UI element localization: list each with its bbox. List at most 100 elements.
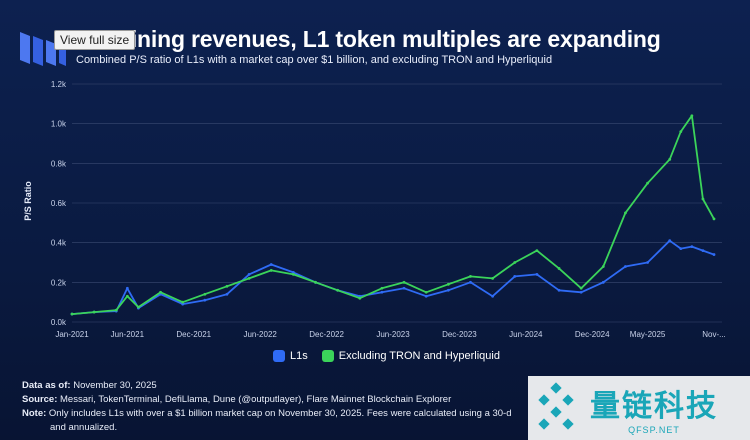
data-point-l1s bbox=[380, 290, 384, 294]
data-point-l1s bbox=[701, 249, 705, 253]
data-point-l1s bbox=[513, 274, 517, 278]
watermark: 量链科技 QFSP.NET bbox=[528, 376, 750, 440]
chart-legend: L1s Excluding TRON and Hyperliquid bbox=[273, 350, 500, 362]
data-point-excl bbox=[225, 284, 229, 288]
legend-item-excl: Excluding TRON and Hyperliquid bbox=[321, 350, 500, 362]
x-tick-label: Dec-2023 bbox=[442, 330, 477, 339]
legend-item-l1s: L1s bbox=[273, 350, 308, 362]
data-point-l1s bbox=[668, 239, 672, 243]
data-point-excl bbox=[336, 288, 340, 292]
data-point-excl bbox=[646, 181, 649, 185]
chart-title: t declining revenues, L1 token multiples… bbox=[72, 26, 661, 52]
watermark-cn: 量链科技 bbox=[590, 389, 718, 424]
data-point-excl bbox=[679, 130, 683, 134]
data-point-excl bbox=[269, 269, 273, 272]
legend-swatch-excl bbox=[321, 350, 334, 362]
data-point-excl bbox=[314, 280, 317, 284]
data-point-l1s bbox=[579, 290, 583, 294]
data-point-excl bbox=[579, 286, 583, 290]
data-point-excl bbox=[469, 274, 472, 278]
x-tick-label: Nov-... bbox=[702, 330, 726, 339]
data-point-l1s bbox=[469, 280, 472, 284]
data-point-l1s bbox=[557, 288, 561, 292]
note-line: Note: Only includes L1s with over a $1 b… bbox=[22, 407, 542, 421]
series-line-excl bbox=[71, 114, 715, 315]
data-point-l1s bbox=[601, 280, 605, 284]
data-point-excl bbox=[690, 114, 694, 118]
data-point-excl bbox=[424, 290, 428, 294]
data-point-excl bbox=[712, 217, 716, 221]
data-point-l1s bbox=[535, 273, 539, 276]
x-tick-label: Dec-2021 bbox=[176, 330, 211, 339]
source-value: Messari, TokenTerminal, DefiLlama, Dune … bbox=[57, 394, 452, 405]
y-tick-label: 0.4k bbox=[51, 239, 67, 248]
data-point-l1s bbox=[712, 253, 716, 256]
x-tick-label: May-2025 bbox=[630, 330, 666, 339]
data-point-l1s bbox=[402, 286, 406, 290]
y-tick-label: 0.8k bbox=[51, 159, 67, 168]
data-point-excl bbox=[92, 310, 96, 314]
data-point-l1s bbox=[181, 302, 185, 306]
y-tick-label: 1.0k bbox=[51, 120, 67, 129]
data-point-excl bbox=[535, 249, 539, 253]
data-point-excl bbox=[114, 308, 118, 312]
y-tick-label: 1.2k bbox=[51, 80, 67, 89]
data-point-l1s bbox=[203, 298, 207, 302]
data-point-excl bbox=[701, 197, 705, 201]
data-point-excl bbox=[557, 267, 561, 270]
data-point-l1s bbox=[225, 292, 229, 296]
x-tick-label: Jun-2024 bbox=[509, 330, 543, 339]
chart-subtitle: Combined P/S ratio of L1s with a market … bbox=[76, 54, 553, 66]
chart-notes: Data as of: November 30, 2025 Source: Me… bbox=[22, 379, 542, 435]
y-tick-label: 0.6k bbox=[51, 199, 67, 208]
x-tick-label: Jun-2022 bbox=[243, 330, 277, 339]
data-point-l1s bbox=[690, 245, 694, 249]
data-point-excl bbox=[203, 292, 207, 296]
x-tick-label: Jan-2021 bbox=[55, 330, 89, 339]
x-tick-label: Dec-2022 bbox=[309, 330, 344, 339]
data-point-l1s bbox=[446, 288, 450, 292]
legend-label-l1s: L1s bbox=[290, 350, 308, 362]
data-point-excl bbox=[125, 294, 129, 298]
data-point-excl bbox=[291, 273, 295, 276]
data-point-excl bbox=[402, 280, 406, 284]
data-point-excl bbox=[668, 157, 672, 161]
series-line-l1s bbox=[71, 239, 715, 315]
note-line-2: and annualized. bbox=[50, 422, 118, 433]
x-tick-label: Jun-2023 bbox=[376, 330, 410, 339]
data-point-l1s bbox=[424, 294, 428, 298]
note-label: Note: bbox=[22, 408, 47, 419]
data-point-l1s bbox=[646, 261, 649, 264]
data-point-excl bbox=[159, 290, 162, 294]
data-point-excl bbox=[181, 300, 185, 304]
data-point-excl bbox=[380, 286, 384, 290]
source-label: Source: bbox=[22, 394, 58, 405]
data-point-excl bbox=[70, 312, 74, 316]
data-as-of-line: Data as of: November 30, 2025 bbox=[22, 379, 542, 393]
x-tick-label: Dec-2024 bbox=[575, 330, 610, 339]
data-point-excl bbox=[358, 296, 362, 300]
view-full-size-tooltip[interactable]: View full size bbox=[54, 30, 136, 50]
watermark-en: QFSP.NET bbox=[628, 425, 680, 435]
data-point-l1s bbox=[291, 271, 295, 274]
y-tick-label: 0.0k bbox=[51, 318, 67, 327]
data-point-l1s bbox=[269, 263, 273, 266]
data-as-of-label: Data as of: bbox=[22, 380, 71, 391]
data-point-excl bbox=[513, 261, 517, 264]
data-point-excl bbox=[491, 276, 495, 280]
data-point-l1s bbox=[679, 247, 683, 251]
y-tick-label: 0.2k bbox=[51, 278, 67, 287]
source-line: Source: Messari, TokenTerminal, DefiLlam… bbox=[22, 393, 542, 407]
note-value: Only includes L1s with over a $1 billion… bbox=[46, 408, 512, 419]
watermark-logo-icon bbox=[538, 382, 574, 430]
legend-swatch-l1s bbox=[273, 350, 285, 362]
data-point-excl bbox=[601, 265, 605, 268]
data-point-excl bbox=[137, 305, 140, 309]
data-point-l1s bbox=[125, 286, 129, 290]
data-point-excl bbox=[247, 276, 251, 280]
data-point-excl bbox=[624, 211, 627, 215]
data-as-of-value: November 30, 2025 bbox=[70, 380, 157, 391]
data-point-l1s bbox=[491, 294, 495, 298]
